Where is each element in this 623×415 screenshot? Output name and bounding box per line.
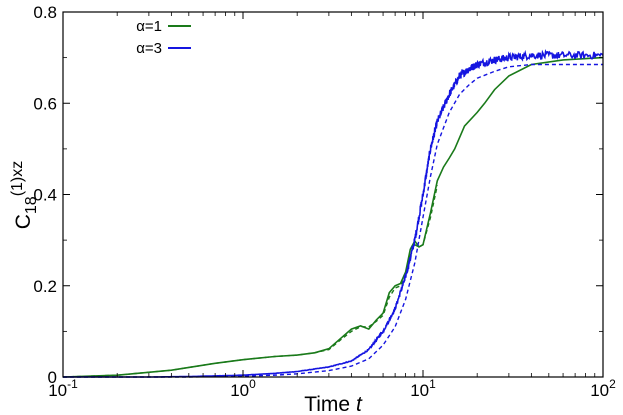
y-axis-label: C18(1)xz bbox=[9, 161, 40, 230]
axes-layer: 10-1 100 101 102 0 0.2 0.4 0.6 0.8 bbox=[33, 3, 616, 400]
plot-frame bbox=[62, 11, 604, 378]
x-tick-label: 101 bbox=[410, 377, 436, 400]
y-tick-label: 0.2 bbox=[33, 277, 57, 296]
x-tick-label: 100 bbox=[230, 377, 256, 400]
legend-label: α=1 bbox=[136, 18, 162, 35]
series-line-2 bbox=[63, 49, 604, 378]
x-tick-label: 102 bbox=[590, 377, 616, 400]
series-line-0 bbox=[62, 56, 604, 378]
legend-label: α=3 bbox=[136, 40, 162, 57]
y-tick-label: 0.6 bbox=[33, 94, 57, 113]
x-axis-label: Time t bbox=[304, 393, 363, 415]
legend: α=1α=3 bbox=[136, 18, 191, 57]
series-line-1 bbox=[62, 185, 438, 378]
y-tick-label: 0 bbox=[48, 368, 57, 387]
y-tick-label: 0.4 bbox=[33, 186, 57, 205]
x-tick-label: 10-1 bbox=[48, 377, 78, 400]
y-tick-label: 0.8 bbox=[33, 3, 57, 22]
series-layer bbox=[62, 49, 604, 378]
series-line-3 bbox=[63, 63, 603, 378]
